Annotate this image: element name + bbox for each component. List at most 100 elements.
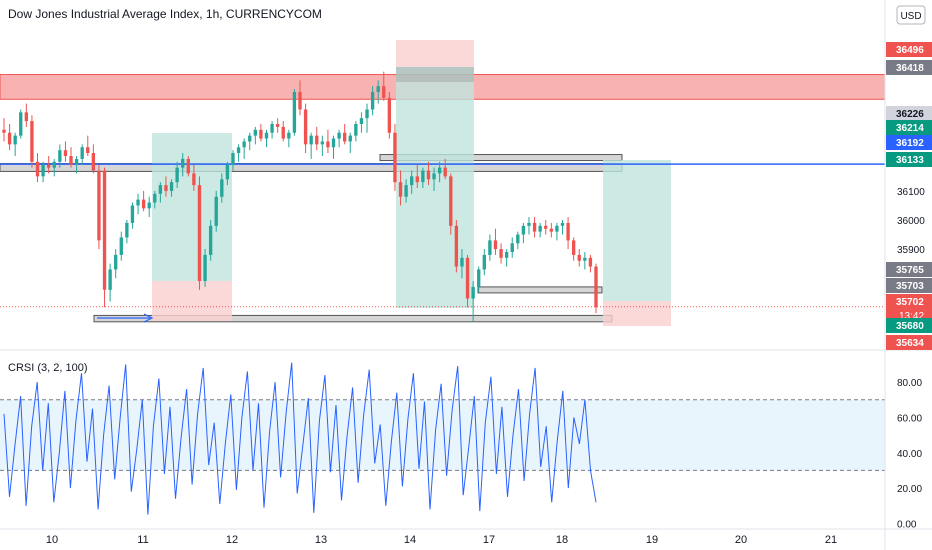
- candle-body: [41, 164, 45, 177]
- candle-body: [225, 164, 230, 180]
- candle-body: [544, 225, 548, 229]
- candle-body: [80, 147, 84, 159]
- candle-body: [231, 153, 235, 165]
- price-tags-layer: 36496 36418 36226 36214 36192 36133 35765 35703…: [886, 42, 932, 350]
- price-tag-label: 36418: [896, 63, 924, 74]
- candle-body: [253, 129, 257, 136]
- candles-layer: [2, 71, 598, 322]
- candle-body: [74, 158, 79, 165]
- candle-body: [499, 249, 503, 258]
- candle-body: [315, 135, 319, 145]
- candle-body: [348, 135, 352, 142]
- candle-body: [370, 92, 375, 110]
- candle-body: [287, 132, 291, 139]
- candle-body: [365, 109, 369, 119]
- candle-body: [571, 240, 576, 255]
- time-tick-label: 14: [404, 534, 416, 546]
- candle-body: [248, 135, 252, 142]
- candle-body: [477, 269, 481, 287]
- candle-body: [141, 199, 146, 209]
- price-tag-label: 36226: [896, 109, 924, 120]
- price-tag: [886, 318, 932, 333]
- candle-body: [415, 176, 419, 183]
- support-box: [477, 286, 603, 294]
- candle-body: [192, 173, 196, 186]
- price-tag-label: 36133: [896, 155, 924, 166]
- price-tag-label: 35702: [896, 297, 924, 308]
- candle-body: [130, 205, 135, 223]
- candle-body: [136, 199, 140, 206]
- trade-position-box: [603, 160, 671, 301]
- candle-body: [220, 179, 224, 197]
- price-tick-label: 36000: [897, 216, 925, 227]
- candle-body: [532, 222, 537, 232]
- crsi-title: CRSI (3, 2, 100): [8, 362, 87, 374]
- candle-body: [270, 124, 274, 133]
- trade-position-box: [603, 301, 671, 326]
- candle-body: [393, 132, 397, 183]
- price-tag: [886, 135, 932, 150]
- candle-body: [337, 132, 341, 139]
- time-tick-label: 13: [315, 534, 327, 546]
- candle-body: [521, 225, 526, 235]
- candle-body: [343, 132, 347, 142]
- price-tag-label: 35680: [896, 321, 924, 332]
- candle-body: [208, 225, 213, 255]
- candle-body: [516, 234, 520, 244]
- price-tag-label: 36496: [896, 45, 924, 56]
- candle-body: [566, 222, 570, 241]
- candle-body: [560, 222, 565, 226]
- candle-body: [153, 193, 157, 203]
- candle-body: [404, 185, 408, 197]
- candle-body: [158, 185, 163, 194]
- candle-body: [114, 254, 118, 270]
- time-tick-label: 17: [483, 534, 495, 546]
- candle-body: [2, 129, 6, 133]
- candle-body: [119, 237, 123, 255]
- candle-body: [97, 170, 101, 241]
- candle-body: [465, 257, 470, 299]
- candle-body: [108, 269, 112, 290]
- candle-body: [488, 240, 492, 255]
- time-tick-label: 18: [556, 534, 568, 546]
- candle-body: [69, 156, 73, 165]
- candle-body: [259, 129, 263, 139]
- support-box: [379, 154, 623, 162]
- currency-box: [896, 5, 926, 25]
- price-tag-label: 35703: [896, 281, 924, 292]
- candle-body: [58, 150, 62, 162]
- candle-body: [426, 170, 431, 180]
- time-tick-label: 12: [226, 534, 238, 546]
- candle-body: [359, 118, 364, 124]
- crsi-tick-label: 60.00: [897, 413, 922, 424]
- candle-body: [577, 254, 581, 261]
- candle-body: [549, 228, 553, 232]
- currency-selector[interactable]: USD: [896, 5, 926, 25]
- crsi-layer: [0, 362, 885, 515]
- price-tag: [886, 42, 932, 57]
- candle-body: [30, 121, 34, 162]
- candle-body: [583, 257, 587, 261]
- candle-body: [449, 176, 453, 226]
- crsi-line: [3, 362, 597, 515]
- price-tag-label: 36214: [896, 123, 924, 134]
- trade-position-box: [152, 281, 232, 321]
- price-tag: [886, 278, 932, 293]
- candle-body: [91, 153, 96, 171]
- currency-label: USD: [900, 11, 921, 22]
- candle-body: [432, 173, 436, 180]
- candle-body: [281, 126, 285, 139]
- candle-body: [197, 185, 202, 282]
- candle-body: [376, 86, 380, 92]
- candle-body: [460, 257, 464, 267]
- time-tick-label: 21: [825, 534, 837, 546]
- price-tag-countdown: 13:42: [899, 311, 924, 322]
- candle-body: [203, 254, 207, 282]
- price-tag: [886, 335, 932, 350]
- candle-body: [13, 135, 17, 145]
- candle-body: [147, 202, 151, 209]
- candle-body: [410, 176, 414, 186]
- candle-body: [594, 266, 598, 308]
